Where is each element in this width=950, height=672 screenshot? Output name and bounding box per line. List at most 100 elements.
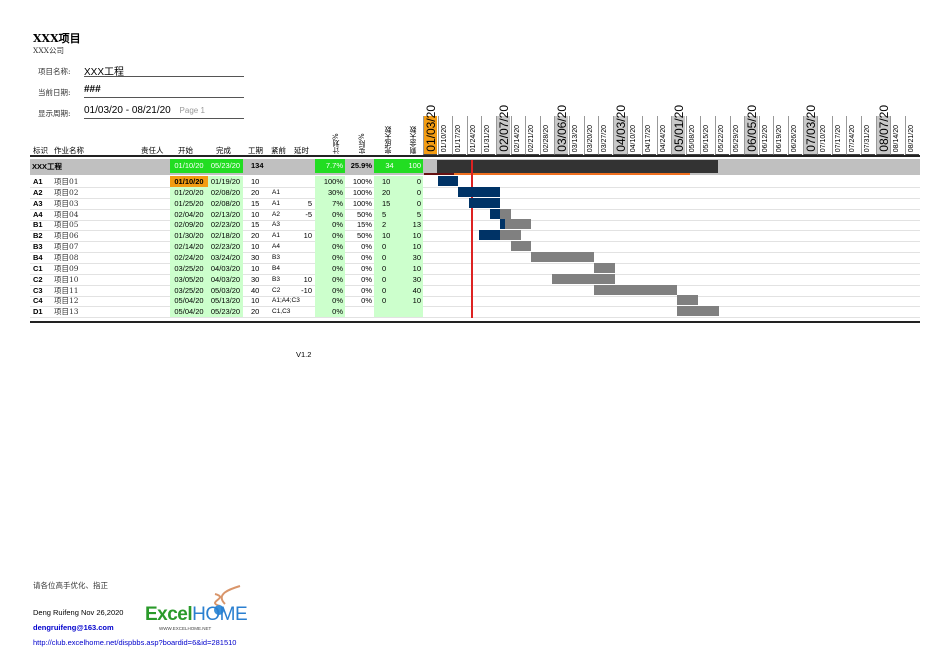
task-remaining-days: 13	[412, 220, 421, 230]
task-remaining-days: 10	[412, 242, 421, 252]
task-id: C2	[33, 274, 43, 284]
task-remaining-days: 40	[412, 285, 421, 295]
gantt-bar-remaining[interactable]	[594, 284, 678, 295]
project-name-field[interactable]: XXX工程	[84, 63, 244, 78]
task-name: 项目01	[54, 177, 79, 186]
gantt-bar-done[interactable]	[437, 176, 459, 186]
green-cell-bg	[170, 262, 243, 274]
task-finish: 02/18/20	[210, 231, 241, 241]
gantt-bar-done[interactable]	[479, 230, 501, 241]
task-row[interactable]: A4 项目04 02/04/20 02/13/20 10 A2 -5 0% 50% 5 5	[30, 208, 920, 221]
green-cell-bg	[374, 306, 405, 318]
week-label: 04/03/20	[613, 105, 628, 152]
gantt-bar-remaining[interactable]	[510, 241, 532, 252]
task-id: A4	[33, 209, 43, 219]
task-remaining-days: 10	[412, 296, 421, 306]
gantt-bar-remaining[interactable]	[500, 208, 511, 219]
task-finish: 05/23/20	[210, 307, 241, 317]
col-header-start: 开始	[178, 146, 193, 155]
task-row[interactable]: B4 项目08 02/24/20 03/24/20 30 B3 0% 0% 0 30	[30, 251, 920, 264]
task-duration: 15	[251, 198, 260, 208]
email-link[interactable]: dengruifeng@163.com	[33, 623, 114, 632]
task-delay	[292, 295, 312, 306]
week-label: 07/17/20	[834, 124, 842, 152]
task-delay	[292, 263, 312, 274]
gantt-bar-done[interactable]	[458, 186, 501, 197]
task-row[interactable]: C2 项目10 03/05/20 04/03/20 30 B3 10 0% 0% 0 30	[30, 273, 920, 286]
timeline-week-header: 04/17/20	[642, 116, 656, 155]
task-delay	[292, 187, 312, 198]
col-header-planned: 计划%	[332, 133, 340, 154]
current-date-field[interactable]: ###	[84, 84, 244, 98]
task-done-days: 10	[382, 177, 391, 186]
timeline-week-header: 04/24/20	[656, 116, 671, 155]
week-label: 05/15/20	[703, 124, 711, 152]
week-label: 05/01/20	[672, 105, 687, 152]
week-label: 02/14/20	[513, 124, 521, 152]
task-start: 05/04/20	[174, 296, 204, 306]
green-cell-bg	[315, 230, 345, 242]
task-row[interactable]: B3 项目07 02/14/20 02/23/20 10 A4 0% 0% 0 10	[30, 241, 920, 254]
task-remaining-days: 10	[412, 231, 421, 241]
green-cell-bg	[374, 230, 405, 242]
timeline-week-header: 01/31/20	[481, 116, 496, 155]
gantt-bar-done[interactable]	[468, 197, 501, 208]
gantt-bar-remaining[interactable]	[500, 230, 521, 241]
logo-swoosh-icon	[214, 585, 241, 615]
col-header-owner: 责任人	[141, 146, 164, 155]
task-duration: 10	[251, 242, 260, 252]
task-row[interactable]: C4 项目12 05/04/20 05/13/20 10 A1;A4;C3 0% 0% 0 10	[30, 295, 920, 308]
project-name-label: 项目名称:	[38, 67, 71, 76]
task-name: 项目04	[54, 209, 79, 219]
task-planned-pct: 0%	[332, 285, 343, 295]
timeline-week-header: 05/22/20	[715, 116, 729, 155]
green-cell-bg	[315, 306, 345, 318]
task-done-days: 0	[382, 274, 387, 284]
task-row[interactable]: B1 项目05 02/09/20 02/23/20 15 A3 0% 15% 2 13	[30, 219, 920, 232]
display-period-field[interactable]: 01/03/20 - 08/21/20 Page 1	[84, 105, 244, 119]
green-cell-bg	[315, 295, 345, 307]
gantt-bar-done[interactable]	[489, 208, 501, 219]
task-predecessor: B3	[272, 253, 280, 261]
task-start: 02/04/20	[174, 209, 204, 219]
task-remaining-days: 30	[412, 252, 421, 262]
week-label: 02/07/20	[497, 105, 511, 152]
week-label: 08/07/20	[876, 105, 891, 152]
forum-link[interactable]: http://club.excelhome.net/dispbbs.asp?bo…	[33, 638, 237, 647]
timeline-week-header: 06/26/20	[788, 116, 802, 155]
summary-progress-done-line	[424, 173, 454, 175]
gantt-bar-remaining[interactable]	[504, 219, 532, 230]
task-duration: 10	[251, 296, 260, 306]
gantt-bar-remaining[interactable]	[677, 295, 699, 306]
green-cell-bg	[374, 176, 405, 187]
timeline-week-header: 07/10/20	[817, 116, 832, 155]
gantt-bar-remaining[interactable]	[594, 262, 615, 273]
task-duration: 10	[251, 263, 260, 273]
task-duration: 40	[251, 285, 260, 295]
gantt-bar-done[interactable]	[500, 219, 505, 230]
task-row[interactable]: B2 项目06 01/30/20 02/18/20 20 A1 10 0% 50% 10 10	[30, 230, 920, 243]
task-row[interactable]: C3 项目11 03/25/20 05/03/20 40 C2 -10 0% 0% 0 40	[30, 284, 920, 297]
timeline-week-header: 05/08/20	[685, 116, 700, 155]
gantt-bar-remaining[interactable]	[677, 306, 720, 317]
task-id: A1	[33, 177, 43, 186]
timeline-week-header: 05/15/20	[700, 116, 715, 155]
green-cell-bg	[374, 295, 405, 307]
gantt-bar-remaining[interactable]	[552, 273, 615, 284]
task-row[interactable]: A3 项目03 01/25/20 02/08/20 15 A1 5 7% 100% 15 0	[30, 197, 920, 210]
week-label: 06/05/20	[745, 105, 760, 152]
week-label: 02/21/20	[528, 124, 536, 152]
task-id: A3	[33, 198, 43, 208]
summary-duration: 134	[251, 161, 264, 170]
task-row[interactable]: D1 项目13 05/04/20 05/23/20 20 C1,C3 0%	[30, 306, 920, 319]
task-finish: 02/23/20	[210, 242, 241, 252]
task-remaining-days: 30	[412, 274, 421, 284]
task-actual-pct: 50%	[356, 231, 372, 241]
week-label: 05/29/20	[732, 124, 740, 152]
task-row[interactable]: C1 项目09 03/25/20 04/03/20 10 B4 0% 0% 0 10	[30, 262, 920, 275]
summary-remaining-days: 100	[405, 159, 423, 173]
gantt-bar-remaining[interactable]	[531, 251, 595, 262]
green-cell-bg	[315, 284, 345, 296]
task-finish: 02/08/20	[210, 198, 241, 208]
task-name: 项目09	[54, 263, 79, 273]
